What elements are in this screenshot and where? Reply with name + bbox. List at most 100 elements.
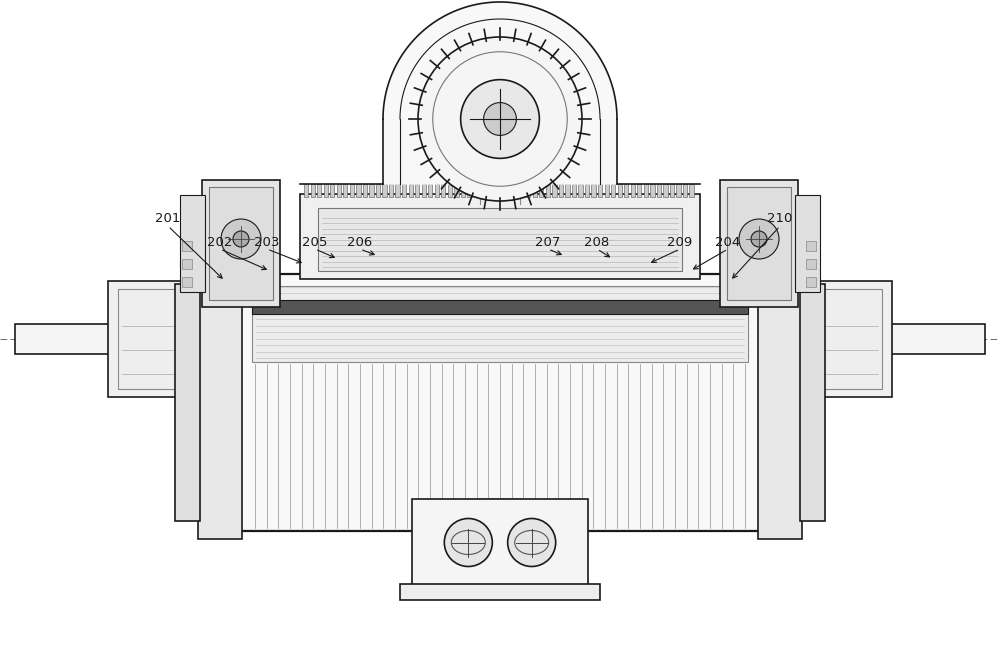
- Bar: [202, 180, 280, 307]
- Bar: [631, 184, 635, 197]
- Bar: [526, 184, 530, 197]
- Bar: [382, 184, 387, 197]
- Circle shape: [444, 519, 492, 567]
- Bar: [409, 184, 413, 197]
- Bar: [500, 184, 504, 197]
- Bar: [448, 184, 452, 197]
- Bar: [467, 184, 472, 197]
- Bar: [493, 184, 498, 197]
- Bar: [789, 309, 837, 369]
- Circle shape: [233, 231, 249, 247]
- Bar: [644, 184, 648, 197]
- Bar: [435, 184, 439, 197]
- Bar: [727, 187, 791, 300]
- Text: 210: 210: [767, 212, 793, 225]
- Bar: [252, 286, 748, 362]
- Text: 202: 202: [207, 236, 233, 249]
- Bar: [618, 184, 622, 197]
- Bar: [441, 184, 445, 197]
- Bar: [546, 184, 550, 197]
- Bar: [657, 184, 661, 197]
- Bar: [650, 184, 655, 197]
- Bar: [180, 195, 205, 292]
- Bar: [337, 184, 341, 197]
- Bar: [343, 184, 347, 197]
- Bar: [252, 300, 748, 314]
- Bar: [572, 184, 576, 197]
- Bar: [389, 184, 393, 197]
- Text: 207: 207: [535, 236, 561, 249]
- Bar: [806, 277, 816, 287]
- Bar: [317, 184, 321, 197]
- Bar: [318, 208, 682, 271]
- Bar: [795, 195, 820, 292]
- Bar: [565, 184, 570, 197]
- Bar: [611, 184, 615, 197]
- Bar: [670, 184, 674, 197]
- Bar: [304, 184, 308, 197]
- Bar: [520, 184, 524, 197]
- Bar: [676, 184, 681, 197]
- Bar: [480, 184, 485, 197]
- Bar: [806, 259, 816, 269]
- Bar: [806, 241, 816, 251]
- Bar: [356, 184, 361, 197]
- Polygon shape: [383, 2, 617, 184]
- Bar: [311, 184, 315, 197]
- Bar: [330, 184, 334, 197]
- Circle shape: [418, 37, 582, 201]
- Bar: [552, 184, 557, 197]
- Bar: [598, 184, 602, 197]
- Circle shape: [461, 80, 539, 158]
- Bar: [324, 184, 328, 197]
- Bar: [782, 281, 892, 397]
- Bar: [559, 184, 563, 197]
- Circle shape: [751, 231, 767, 247]
- Bar: [578, 184, 583, 197]
- Bar: [683, 184, 687, 197]
- Bar: [198, 266, 242, 539]
- Text: 204: 204: [715, 236, 741, 249]
- Bar: [689, 184, 694, 197]
- Bar: [108, 281, 218, 397]
- Bar: [400, 584, 600, 600]
- Bar: [800, 284, 825, 521]
- Text: 209: 209: [667, 236, 693, 249]
- Bar: [182, 241, 192, 251]
- Text: 206: 206: [347, 236, 373, 249]
- Bar: [507, 184, 511, 197]
- Bar: [422, 184, 426, 197]
- Bar: [240, 274, 760, 531]
- Circle shape: [484, 103, 516, 136]
- Text: 208: 208: [584, 236, 610, 249]
- Bar: [585, 184, 589, 197]
- Bar: [182, 259, 192, 269]
- Bar: [720, 180, 798, 307]
- Bar: [175, 284, 200, 521]
- Bar: [837, 324, 985, 354]
- Bar: [118, 289, 208, 389]
- Circle shape: [508, 519, 556, 567]
- Bar: [474, 184, 478, 197]
- Bar: [369, 184, 374, 197]
- Text: 205: 205: [302, 236, 328, 249]
- Bar: [163, 318, 211, 360]
- Bar: [461, 184, 465, 197]
- Bar: [468, 551, 532, 566]
- Circle shape: [221, 219, 261, 259]
- Circle shape: [739, 219, 779, 259]
- Bar: [350, 184, 354, 197]
- Bar: [395, 184, 400, 197]
- Bar: [415, 184, 419, 197]
- Bar: [539, 184, 543, 197]
- Bar: [605, 184, 609, 197]
- Bar: [792, 289, 882, 389]
- Bar: [376, 184, 380, 197]
- Bar: [15, 324, 163, 354]
- Bar: [513, 184, 517, 197]
- Bar: [412, 499, 588, 586]
- Bar: [637, 184, 641, 197]
- Bar: [363, 184, 367, 197]
- Bar: [182, 277, 192, 287]
- Bar: [163, 309, 211, 369]
